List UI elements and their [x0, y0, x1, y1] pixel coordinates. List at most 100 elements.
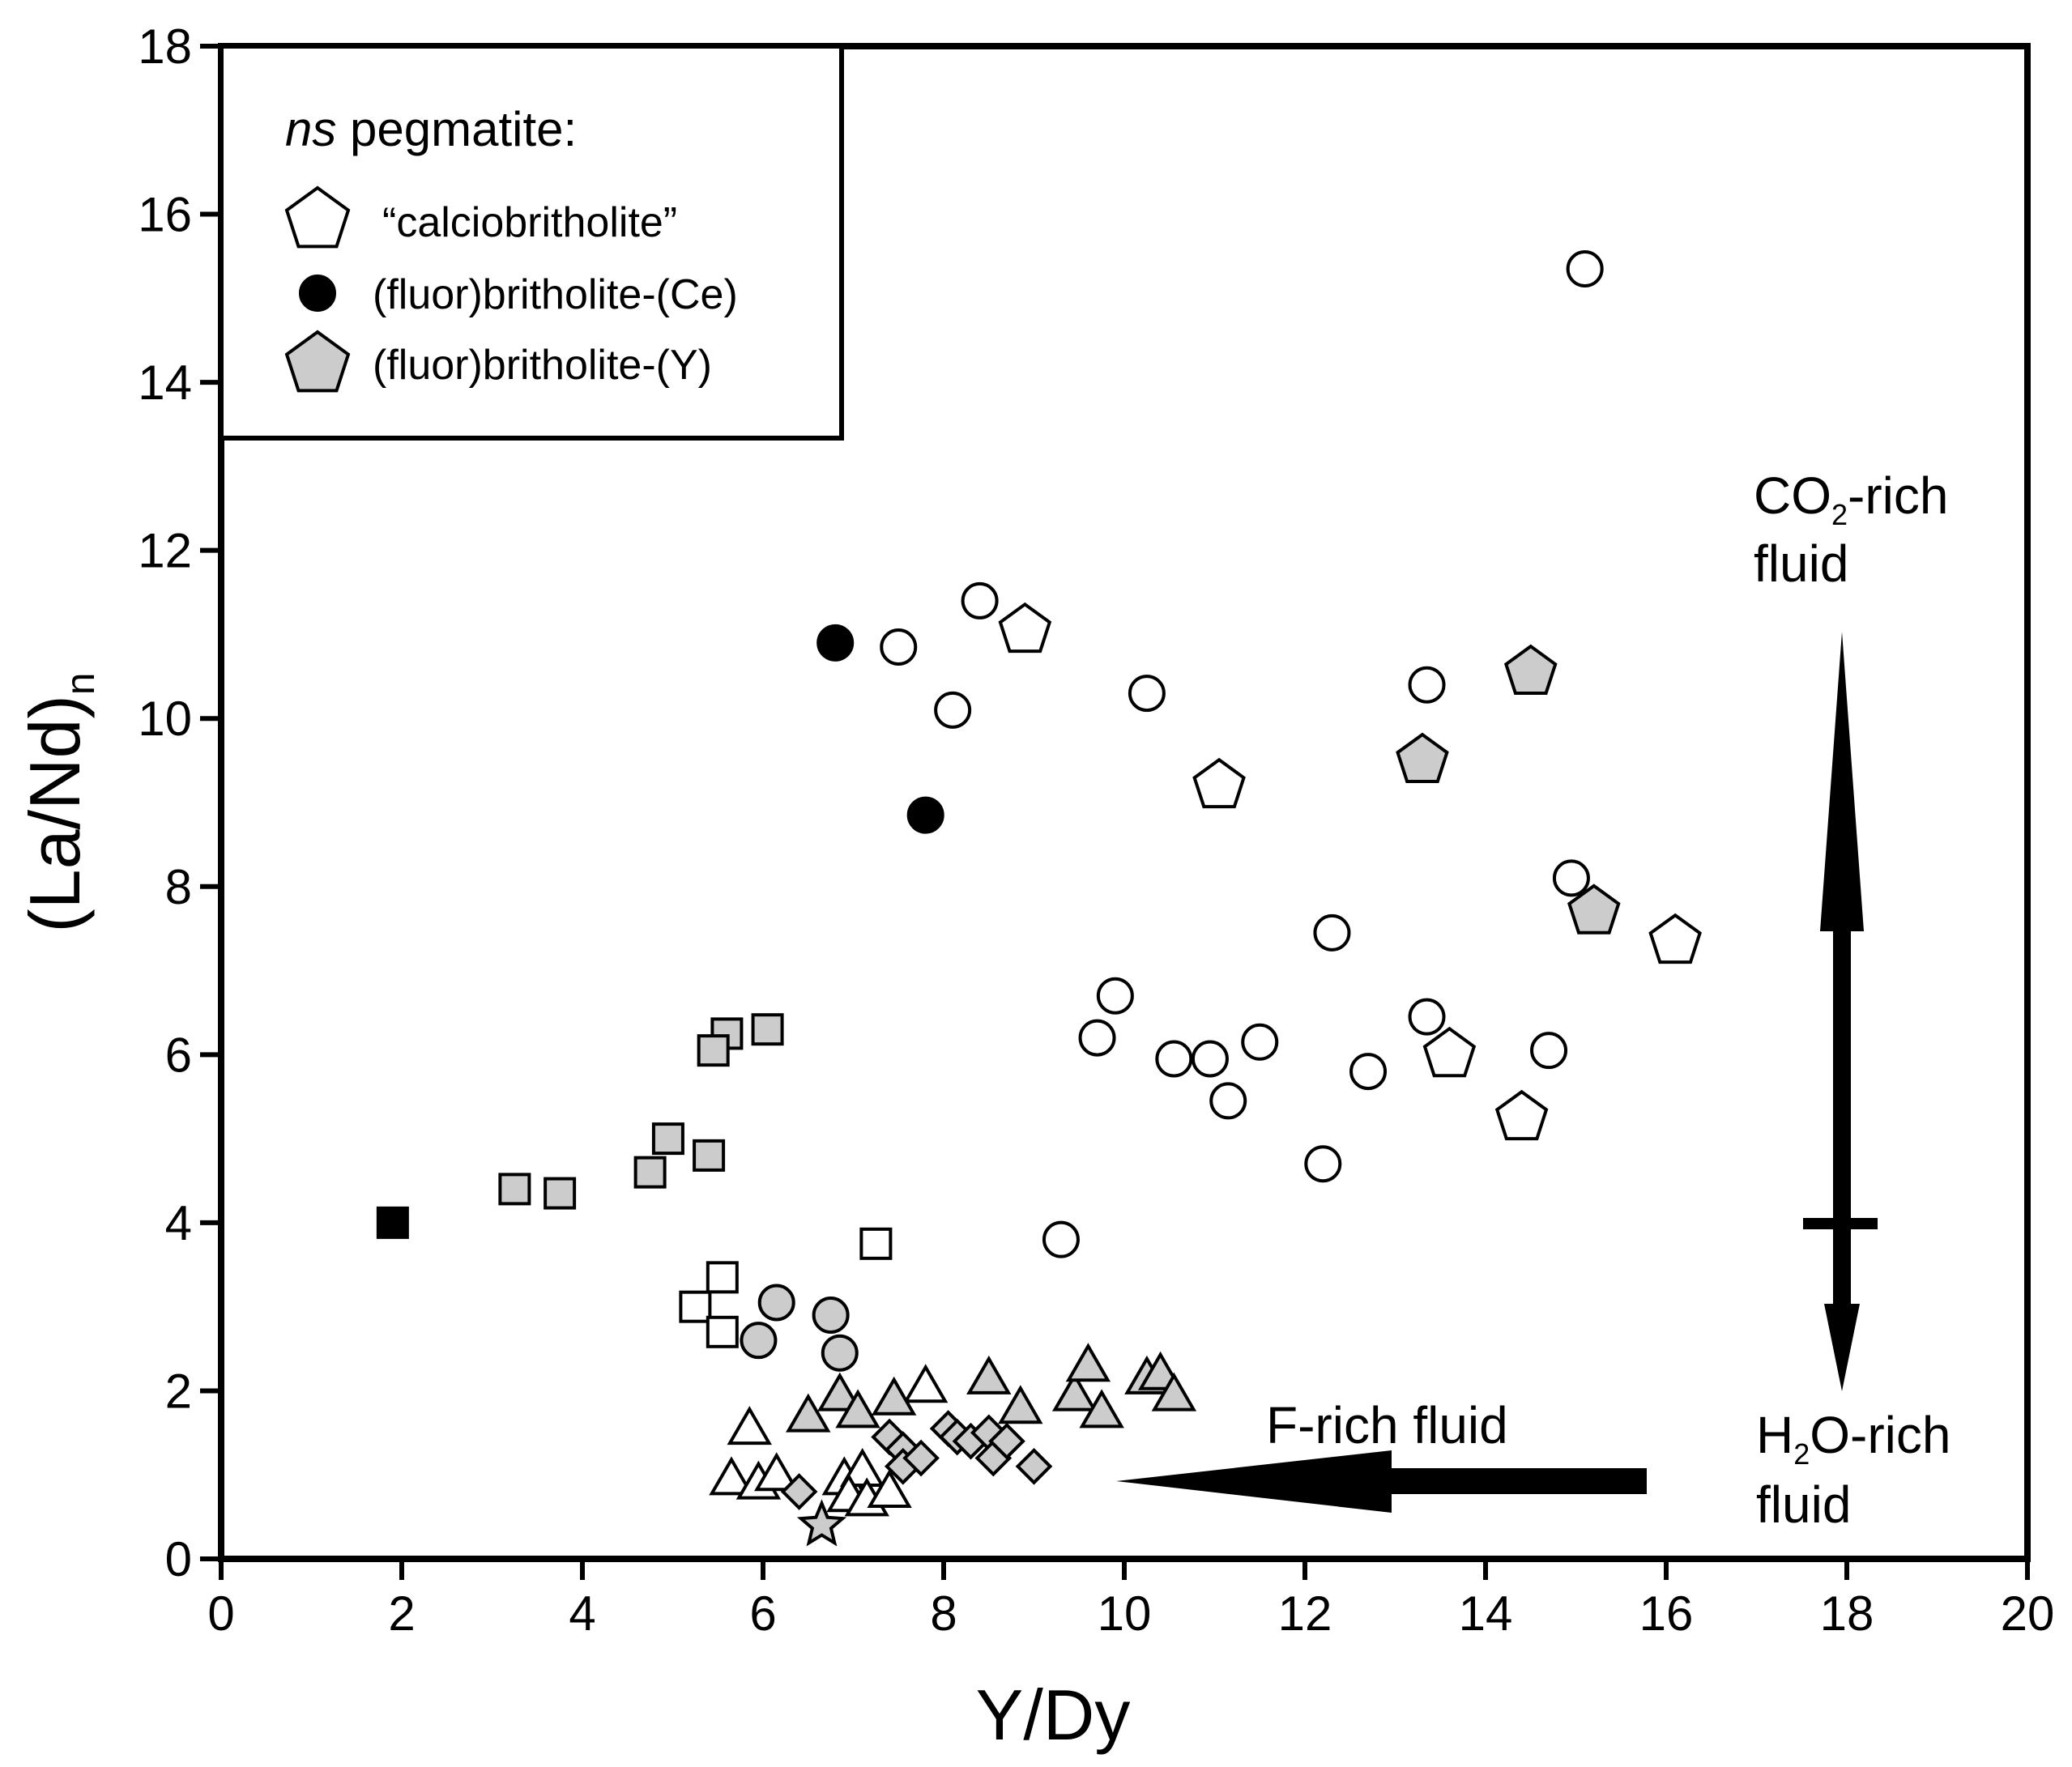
legend-marker-1 [299, 275, 336, 312]
co2-sub: 2 [1831, 498, 1848, 531]
data-point-gray-triangles [786, 1393, 831, 1433]
data-point-gray-circles [821, 1334, 859, 1372]
data-point-fluorbritholite-y [1503, 644, 1558, 695]
legend-marker-2 [284, 330, 351, 393]
y-tick-label: 14 [138, 356, 192, 410]
y-axis-label-sub: n [58, 672, 103, 695]
data-point-fluorbritholite-ce [906, 796, 944, 834]
f-arrow-shaft [1377, 1468, 1647, 1494]
data-point-gray-triangles [1051, 1372, 1098, 1411]
data-point-open-circles [1241, 1023, 1279, 1061]
co2-h2o-arrow [1803, 632, 1878, 1391]
x-tick-label: 20 [2001, 1586, 2055, 1641]
f-rich-arrow [1116, 1450, 1647, 1513]
data-point-open-circles [1349, 1053, 1388, 1091]
data-point-gray-circles [757, 1284, 795, 1322]
x-tick-label: 2 [388, 1586, 415, 1641]
data-point-gray-star [796, 1499, 847, 1547]
data-point-open-squares [706, 1261, 739, 1294]
y-tick-label: 6 [165, 1028, 192, 1082]
data-point-open-circles [1191, 1040, 1229, 1078]
co2-rest: -rich [1848, 466, 1948, 525]
data-point-gray-triangles [1079, 1389, 1124, 1429]
data-point-gray-triangles [998, 1385, 1043, 1424]
x-tick-label: 8 [930, 1586, 957, 1641]
x-tick-label: 18 [1820, 1586, 1874, 1641]
data-point-gray-squares [544, 1177, 577, 1210]
x-tick-label: 4 [569, 1586, 595, 1641]
data-point-open-circles [1313, 913, 1351, 952]
data-point-open-triangles [727, 1406, 772, 1446]
co2-fluid-label: fluid [1754, 534, 1848, 593]
y-tick-label: 0 [165, 1532, 192, 1586]
data-point-open-triangles [709, 1456, 754, 1496]
data-point-open-squares [679, 1290, 712, 1323]
x-tick-label: 6 [749, 1586, 776, 1641]
data-point-gray-circles [812, 1297, 850, 1335]
h2o-sub: 2 [1793, 1437, 1810, 1471]
data-point-open-circles [1408, 666, 1446, 704]
y-axis-label: (La/Nd)n [15, 672, 103, 932]
data-point-open-circles [1209, 1082, 1247, 1120]
h2o-rest: O-rich [1810, 1406, 1950, 1464]
data-point-calciobritholite [1422, 1026, 1477, 1078]
data-point-black-square [376, 1206, 409, 1239]
data-point-open-circles [1096, 977, 1134, 1015]
co2-main: CO [1754, 466, 1831, 525]
data-point-open-circles [961, 581, 999, 620]
data-point-open-triangles [839, 1448, 885, 1487]
y-tick-label: 18 [138, 19, 192, 74]
y-tick-label: 2 [165, 1364, 192, 1418]
data-point-gray-diamonds [1015, 1447, 1053, 1485]
f-rich-label: F-rich fluid [1266, 1396, 1508, 1454]
data-point-open-triangles [867, 1468, 912, 1508]
data-point-gray-triangles [817, 1372, 863, 1411]
data-point-fluorbritholite-y [1396, 732, 1449, 783]
y-tick-label: 16 [138, 188, 192, 242]
data-point-gray-diamonds [902, 1439, 940, 1477]
data-point-fluorbritholite-ce [816, 624, 855, 662]
x-axis-label: Y/Dy [976, 1675, 1131, 1755]
data-markers [376, 250, 1702, 1547]
legend-label-calciobritholite: “calciobritholite” [382, 199, 677, 246]
data-point-gray-triangles [835, 1389, 880, 1429]
data-point-open-circles [880, 628, 918, 666]
legend-title-rest: pegmatite: [336, 102, 577, 156]
data-point-gray-triangles [1065, 1343, 1111, 1382]
legend-marker-0 [284, 185, 351, 249]
x-tick-label: 14 [1459, 1586, 1513, 1641]
data-point-gray-squares [751, 1013, 784, 1046]
arrow-head-down [1824, 1304, 1860, 1391]
data-point-open-circles [1155, 1040, 1193, 1078]
arrow-shaft [1833, 923, 1851, 1312]
data-point-gray-squares [697, 1034, 730, 1067]
data-point-gray-triangles [871, 1376, 917, 1416]
arrow-crossbar [1803, 1218, 1878, 1229]
data-point-open-circles [1566, 250, 1604, 288]
y-tick-label: 8 [165, 860, 192, 914]
h2o-rich-label: H2O-rich [1756, 1406, 1950, 1471]
data-point-open-squares [859, 1227, 893, 1260]
data-point-open-circles [934, 691, 972, 729]
data-point-calciobritholite [1494, 1089, 1549, 1141]
h2o-main: H [1756, 1406, 1793, 1464]
x-tick-label: 16 [1639, 1586, 1694, 1641]
legend-label-fluorbritholite-y: (fluor)britholite-(Y) [373, 342, 712, 389]
y-tick-label: 10 [138, 692, 192, 746]
data-point-open-circles [1530, 1032, 1568, 1070]
data-point-open-circles [1128, 675, 1166, 713]
data-point-open-squares [706, 1315, 739, 1348]
x-tick-label: 10 [1098, 1586, 1152, 1641]
y-tick-label: 4 [165, 1196, 192, 1250]
y-tick-label: 12 [138, 524, 192, 578]
axis-tick-labels: 0 2 4 6 8 10 12 14 16 18 20 0 2 4 6 8 10 12 14 16 18 [138, 19, 2054, 1641]
data-point-gray-squares [651, 1122, 684, 1156]
data-point-open-circles [1304, 1145, 1342, 1183]
data-point-calciobritholite [1192, 757, 1246, 809]
data-point-gray-squares [498, 1173, 531, 1206]
data-point-gray-squares [633, 1156, 667, 1189]
arrow-head-up [1820, 632, 1864, 931]
legend-title: ns pegmatite: [285, 102, 577, 156]
data-point-open-triangles [903, 1364, 949, 1403]
data-point-open-triangles [754, 1452, 799, 1492]
